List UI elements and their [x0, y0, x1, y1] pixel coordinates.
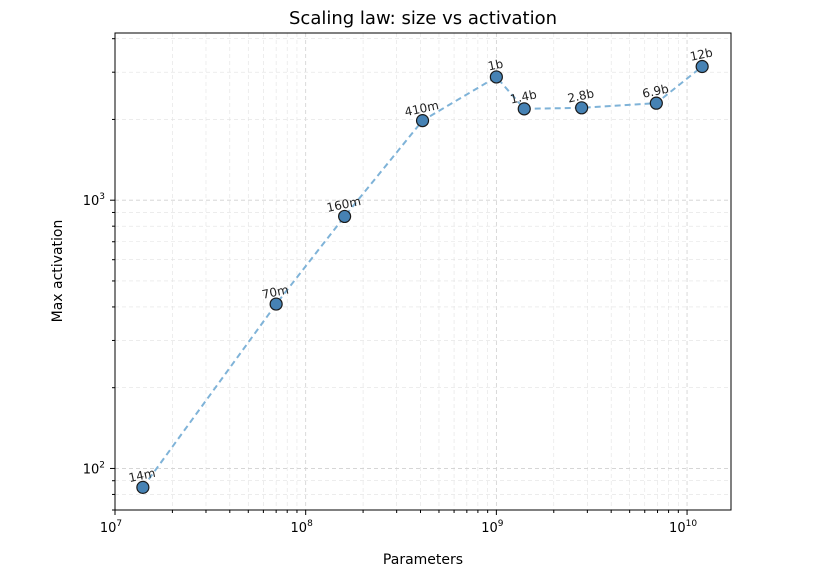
data-point-label: 1b	[487, 57, 505, 74]
data-point	[517, 102, 531, 116]
data-point-label: 1.4b	[509, 87, 538, 106]
series-line	[142, 65, 703, 488]
data-point-label: 6.9b	[641, 82, 670, 101]
data-point-label: 12b	[689, 45, 714, 63]
y-tick-label: 102	[83, 460, 105, 477]
y-axis-label: Max activation	[50, 220, 66, 323]
data-point	[269, 297, 283, 311]
y-tick-label: 103	[83, 192, 105, 209]
x-axis-label: Parameters	[383, 552, 463, 568]
data-point	[415, 114, 430, 128]
data-point	[575, 101, 589, 115]
data-point-label: 14m	[127, 466, 156, 485]
x-tick-label: 1010	[669, 519, 697, 536]
plot-frame	[114, 32, 732, 511]
data-point	[695, 59, 709, 74]
data-point-label: 70m	[261, 283, 290, 302]
x-tick-label: 108	[291, 519, 314, 536]
data-point	[136, 480, 150, 494]
data-point	[338, 209, 352, 224]
series-line-layer	[142, 65, 703, 488]
data-point	[649, 96, 663, 110]
data-point	[489, 70, 503, 84]
points-layer	[136, 59, 709, 494]
data-point-label: 2.8b	[566, 86, 595, 105]
chart-title: Scaling law: size vs activation	[289, 8, 557, 29]
x-tick-label: 109	[481, 519, 504, 536]
x-tick-label: 107	[100, 519, 122, 536]
axis-ticks: 107 108 109 1010 102 103	[83, 38, 697, 536]
grid	[114, 33, 731, 511]
